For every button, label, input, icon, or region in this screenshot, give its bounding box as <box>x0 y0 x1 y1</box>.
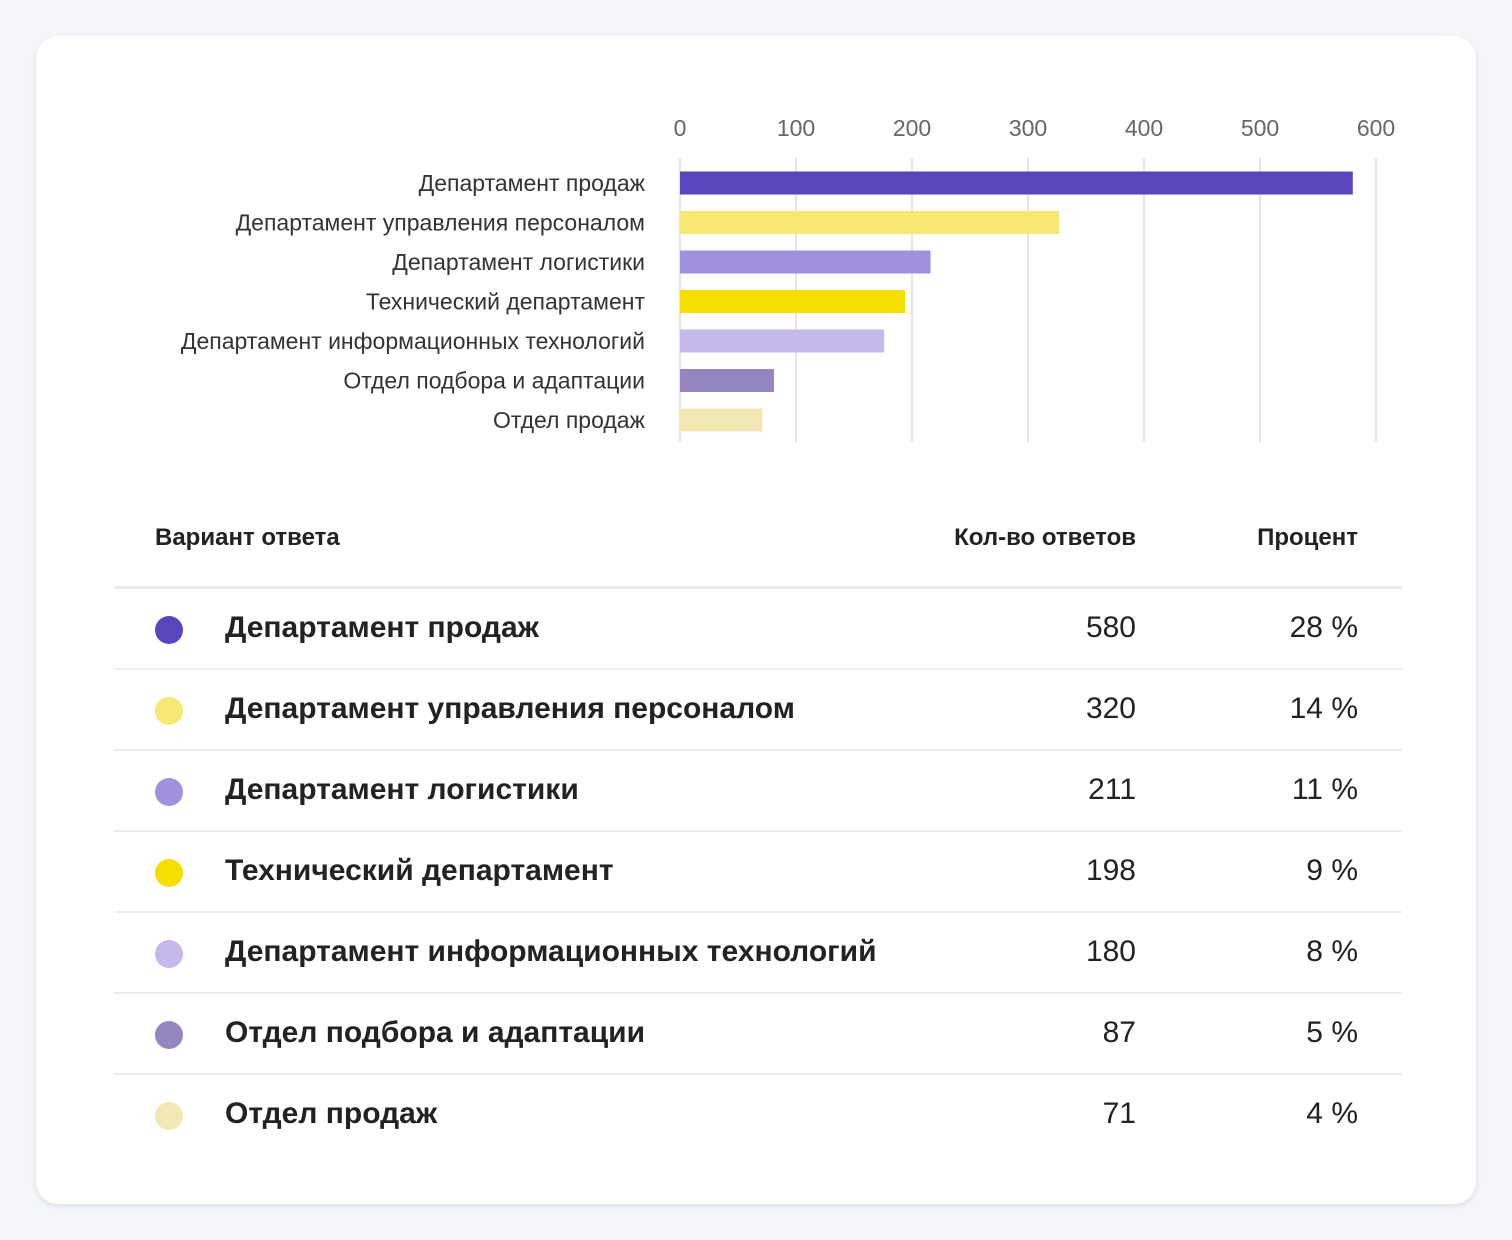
table-row: Технический департамент 198 9 % <box>114 832 1402 913</box>
row-label: Отдел подбора и адаптации <box>225 1016 646 1049</box>
bar <box>680 369 774 392</box>
bar <box>680 211 1060 234</box>
tick-label: 500 <box>1241 115 1279 141</box>
bar <box>680 290 906 313</box>
bar <box>680 171 1353 195</box>
header-option: Вариант ответа <box>155 524 340 551</box>
table-row: Департамент логистики 211 11 % <box>114 751 1402 832</box>
results-table: Вариант ответа Кол-во ответов Процент Де… <box>114 498 1402 1154</box>
category-label: Департамент информационных технологий <box>181 328 645 354</box>
row-percent: 28 % <box>1289 611 1358 644</box>
header-count: Кол-во ответов <box>954 524 1136 551</box>
bar <box>680 329 885 353</box>
row-percent: 9 % <box>1306 854 1358 887</box>
tick-label: 0 <box>674 115 687 141</box>
results-card: 0 100 200 300 400 500 600 Департамент продаж Деп… <box>36 36 1476 1204</box>
row-count: 87 <box>1102 1016 1136 1049</box>
row-percent: 14 % <box>1289 692 1358 725</box>
row-label: Департамент логистики <box>225 773 579 806</box>
row-label: Департамент информационных технологий <box>225 935 877 968</box>
row-label: Технический департамент <box>225 854 614 887</box>
category-label: Технический департамент <box>366 289 646 315</box>
row-count: 211 <box>1088 773 1136 806</box>
color-dot <box>155 697 183 725</box>
table-row: Департамент продаж 580 28 % <box>114 589 1402 670</box>
category-label: Департамент логистики <box>392 249 645 275</box>
color-dot <box>155 778 183 806</box>
tick-label: 300 <box>1009 115 1047 141</box>
bar <box>680 408 763 432</box>
table-row: Департамент управления персоналом 320 14… <box>114 670 1402 751</box>
table-row: Отдел подбора и адаптации 87 5 % <box>114 994 1402 1075</box>
color-dot <box>155 1102 183 1130</box>
row-count: 580 <box>1085 611 1136 644</box>
bar-chart: 0 100 200 300 400 500 600 Департамент продаж Деп… <box>181 115 1395 442</box>
row-label: Департамент продаж <box>225 611 539 644</box>
row-count: 320 <box>1085 692 1136 725</box>
table-row: Отдел продаж 71 4 % <box>114 1075 1402 1154</box>
color-dot <box>155 940 183 968</box>
row-count: 198 <box>1085 854 1136 887</box>
tick-label: 400 <box>1125 115 1163 141</box>
row-percent: 5 % <box>1306 1016 1358 1049</box>
header-percent: Процент <box>1257 524 1358 551</box>
row-percent: 11 % <box>1291 773 1358 806</box>
row-count: 71 <box>1102 1097 1136 1130</box>
color-dot <box>155 859 183 887</box>
tick-label: 200 <box>893 115 931 141</box>
category-label: Отдел продаж <box>493 407 646 433</box>
row-count: 180 <box>1085 935 1136 968</box>
color-dot <box>155 616 183 644</box>
row-percent: 8 % <box>1306 935 1358 968</box>
table-header: Вариант ответа Кол-во ответов Процент <box>114 498 1402 589</box>
category-label: Отдел подбора и адаптации <box>343 368 645 394</box>
tick-label: 100 <box>777 115 815 141</box>
tick-label: 600 <box>1357 115 1395 141</box>
row-label: Департамент управления персоналом <box>225 692 795 725</box>
category-label: Департамент продаж <box>419 170 646 196</box>
category-label: Департамент управления персоналом <box>236 210 645 236</box>
table-row: Департамент информационных технологий 18… <box>114 913 1402 994</box>
bar <box>680 250 931 274</box>
color-dot <box>155 1021 183 1049</box>
row-label: Отдел продаж <box>225 1097 438 1130</box>
row-percent: 4 % <box>1306 1097 1358 1130</box>
